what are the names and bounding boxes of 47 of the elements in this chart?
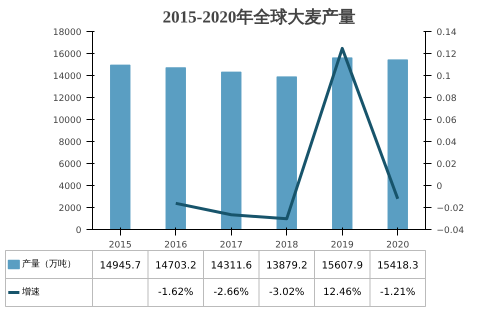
x-tick-label: 2016 [164, 240, 188, 250]
bar [166, 67, 186, 230]
y2-tick-label: 0.06 [436, 116, 457, 126]
y-tick-label: 10000 [52, 116, 82, 126]
x-tick-label: 2017 [220, 240, 243, 250]
data-label: 14703.2 [155, 260, 196, 272]
y-tick-label: 4000 [58, 182, 82, 192]
x-tick-label: 2020 [386, 240, 410, 250]
y2-tick-label: 0.08 [436, 94, 457, 104]
x-tick-label: 2015 [108, 240, 132, 250]
data-label: -1.21% [380, 287, 416, 298]
y-tick-label: 18000 [52, 28, 82, 38]
bar [388, 59, 408, 230]
data-label: 15607.9 [322, 260, 363, 272]
data-label: -2.66% [214, 287, 249, 298]
data-label: 15418.3 [377, 260, 418, 272]
bar [221, 72, 242, 230]
data-label: 14311.6 [210, 260, 252, 272]
y-tick-label: 12000 [52, 94, 82, 104]
bar [110, 64, 130, 230]
y-tick-label: 8000 [58, 138, 82, 148]
y2-tick-label: −0.04 [436, 226, 464, 236]
x-tick-label: 2018 [275, 240, 298, 250]
y-tick-label: 14000 [52, 72, 82, 82]
data-label: 12.46% [323, 287, 362, 298]
legend-label: 产量（万吨） [22, 258, 76, 270]
line-series [174, 46, 400, 220]
data-label: 14945.7 [100, 260, 141, 272]
legend-label: 增速 [21, 286, 40, 298]
y-tick-label: 16000 [52, 50, 82, 60]
bar [276, 76, 297, 230]
data-label: 13879.2 [266, 260, 308, 272]
y2-tick-label: 0.12 [436, 50, 457, 60]
y2-tick-label: 0.04 [436, 138, 457, 148]
y2-tick-label: 0.14 [436, 28, 457, 38]
y2-tick-label: 0.02 [436, 160, 457, 170]
chart-title: 2015-2020年全球大麦产量 [162, 8, 356, 26]
data-label: -3.02% [269, 287, 304, 298]
x-tick-label: 2019 [330, 240, 354, 250]
y-tick-label: 2000 [58, 204, 82, 214]
y-tick-label: 6000 [58, 160, 82, 170]
data-label: -1.62% [158, 287, 194, 298]
y2-tick-label: 0.1 [436, 72, 451, 82]
y-tick-label: 0 [76, 226, 82, 236]
y2-tick-label: −0.02 [436, 204, 464, 214]
bar [332, 57, 352, 230]
y2-tick-label: 0 [436, 182, 442, 192]
